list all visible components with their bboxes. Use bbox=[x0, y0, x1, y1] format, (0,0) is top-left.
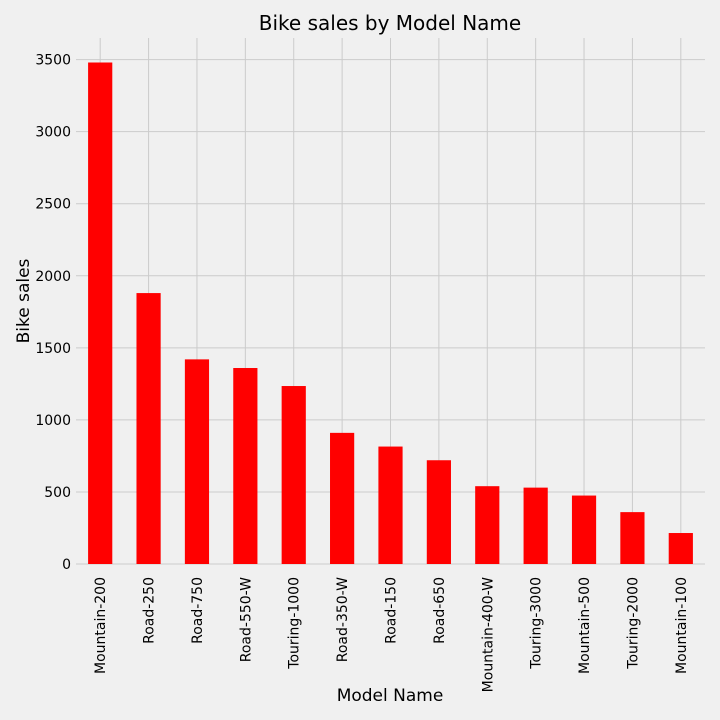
y-tick-label: 0 bbox=[62, 557, 71, 573]
x-tick-label: Mountain-500 bbox=[577, 577, 593, 674]
bar-mountain-500 bbox=[571, 495, 597, 564]
y-axis-label: Bike sales bbox=[14, 258, 34, 343]
x-tick-label: Touring-1000 bbox=[287, 577, 303, 670]
y-tick-label: 2000 bbox=[35, 269, 71, 285]
x-axis-label: Model Name bbox=[337, 686, 444, 706]
y-tick-label: 3500 bbox=[35, 53, 71, 69]
x-tick-label: Mountain-100 bbox=[674, 577, 690, 674]
bar-touring-3000 bbox=[523, 487, 548, 564]
bar-road-750 bbox=[184, 359, 210, 564]
x-tick-label: Road-650 bbox=[432, 577, 448, 644]
x-tick-label: Road-750 bbox=[190, 577, 206, 644]
y-tick-label: 500 bbox=[44, 485, 71, 501]
bar-road-550-w bbox=[233, 368, 258, 564]
bar-road-250 bbox=[136, 293, 161, 564]
x-tick-label: Road-150 bbox=[384, 577, 400, 644]
x-tick-labels: Mountain-200 Road-250 Road-750 Road-550-W To… bbox=[93, 577, 690, 692]
bar-mountain-200 bbox=[88, 62, 113, 565]
y-tick-label: 3000 bbox=[35, 125, 71, 141]
x-tick-label: Road-350-W bbox=[335, 577, 351, 662]
chart-title: Bike sales by Model Name bbox=[259, 11, 521, 35]
bar-road-650 bbox=[426, 460, 451, 564]
bar-mountain-100 bbox=[668, 533, 693, 564]
y-tick-label: 1500 bbox=[35, 341, 71, 357]
x-tick-label: Touring-3000 bbox=[529, 577, 545, 670]
x-tick-label: Road-550-W bbox=[238, 577, 254, 662]
x-tick-label: Mountain-400-W bbox=[480, 577, 496, 692]
bar-mountain-400-w bbox=[475, 486, 500, 564]
bar-touring-2000 bbox=[620, 512, 645, 564]
y-tick-label: 2500 bbox=[35, 197, 71, 213]
y-tick-labels: 0 500 1000 1500 2000 2500 3000 3500 bbox=[35, 53, 71, 573]
y-tick-label: 1000 bbox=[35, 413, 71, 429]
x-tick-label: Road-250 bbox=[142, 577, 158, 644]
x-tick-label: Touring-2000 bbox=[625, 577, 641, 670]
bar-road-350-w bbox=[330, 432, 355, 564]
x-tick-label: Mountain-200 bbox=[93, 577, 109, 674]
bars bbox=[88, 62, 693, 565]
bar-road-150 bbox=[378, 446, 403, 564]
bar-touring-1000 bbox=[281, 386, 306, 564]
